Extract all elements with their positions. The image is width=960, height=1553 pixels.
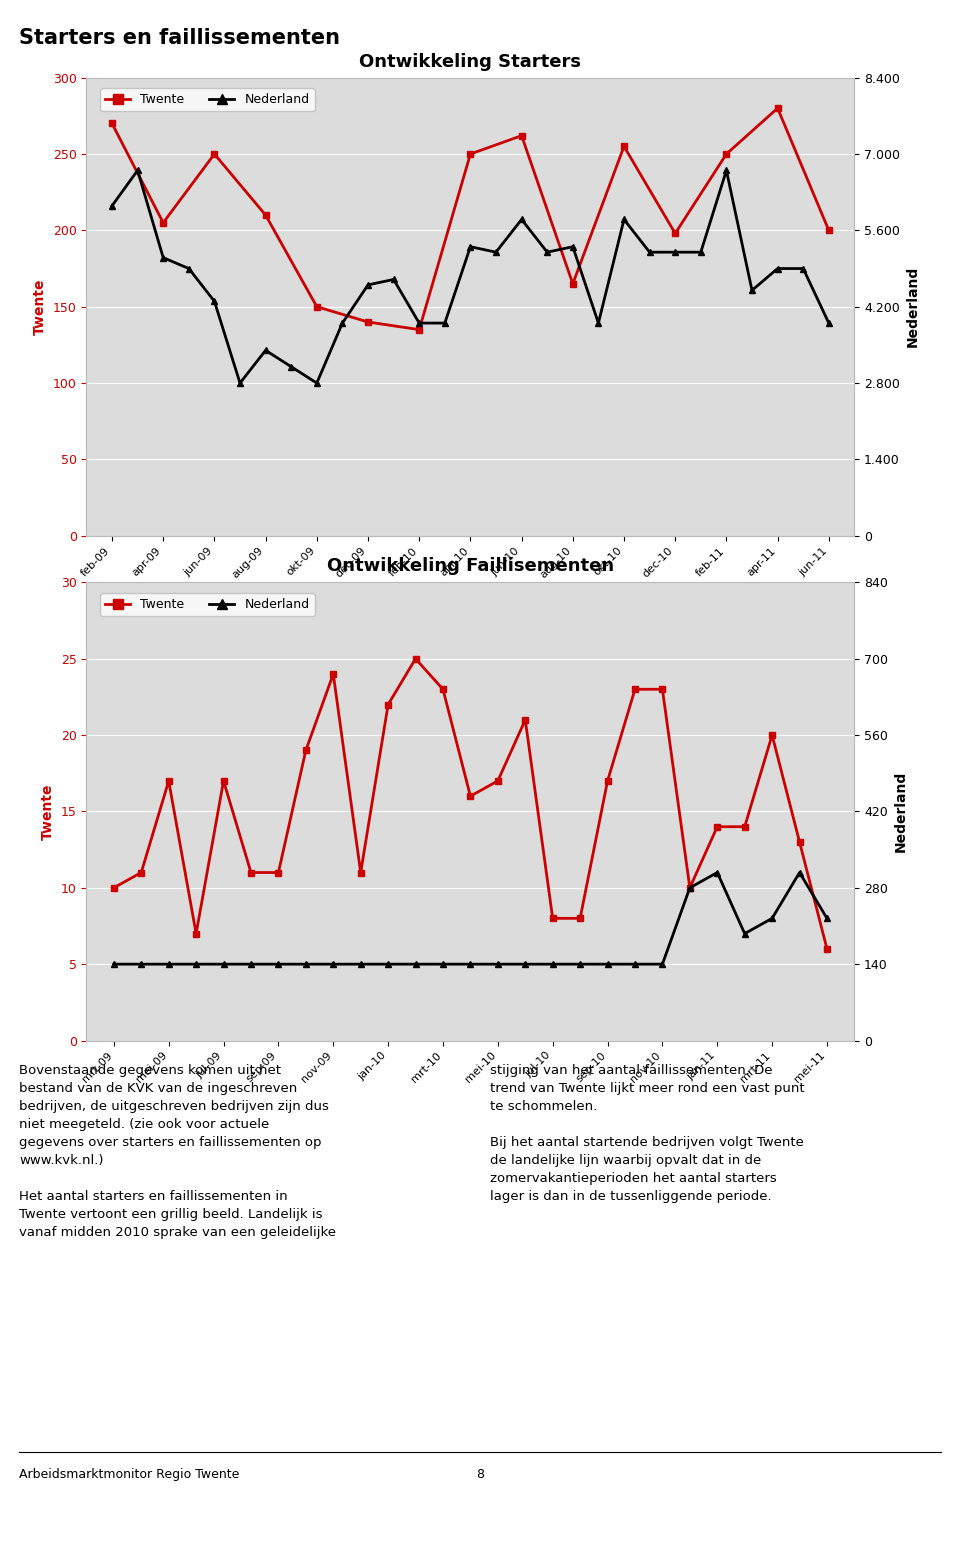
Text: Bovenstaande gegevens komen uit het
bestand van de KVK van de ingeschreven
bedri: Bovenstaande gegevens komen uit het best… <box>19 1064 336 1239</box>
Legend: Twente, Nederland: Twente, Nederland <box>101 593 315 617</box>
Text: stijging van het aantal faillissementen. De
trend van Twente lijkt meer rond een: stijging van het aantal faillissementen.… <box>490 1064 804 1204</box>
Text: Starters en faillissementen: Starters en faillissementen <box>19 28 340 48</box>
Y-axis label: Nederland: Nederland <box>905 266 920 348</box>
Y-axis label: Twente: Twente <box>34 278 47 335</box>
Y-axis label: Nederland: Nederland <box>894 770 907 853</box>
Title: Ontwikkeling Faillisementen: Ontwikkeling Faillisementen <box>326 558 614 575</box>
Y-axis label: Twente: Twente <box>41 783 56 840</box>
Text: 8: 8 <box>476 1468 484 1480</box>
Legend: Twente, Nederland: Twente, Nederland <box>101 89 315 112</box>
Text: Arbeidsmarktmonitor Regio Twente: Arbeidsmarktmonitor Regio Twente <box>19 1468 240 1480</box>
Title: Ontwikkeling Starters: Ontwikkeling Starters <box>359 53 582 70</box>
